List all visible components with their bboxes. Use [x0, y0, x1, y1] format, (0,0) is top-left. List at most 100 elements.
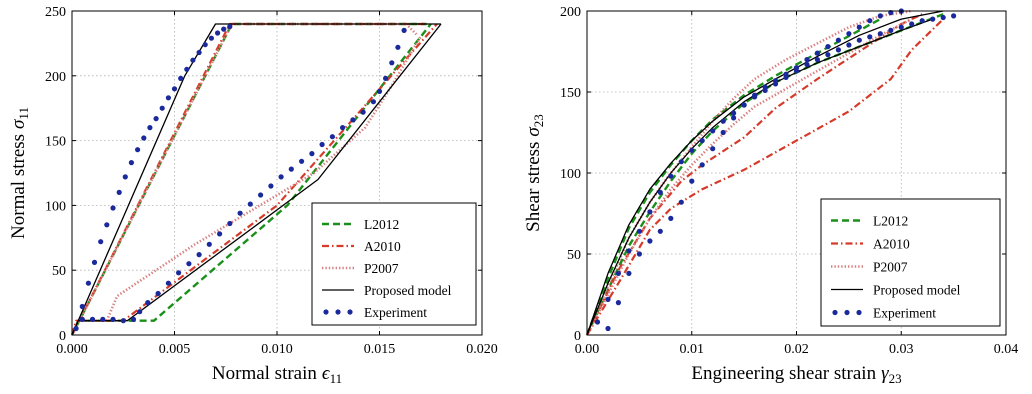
experiment-point	[196, 49, 202, 56]
y-axis-label: Shear stress σ23	[523, 114, 546, 232]
experiment-point	[130, 316, 137, 322]
experiment-point	[605, 325, 611, 332]
y-axis-label-text: Shear stress	[523, 142, 544, 232]
experiment-point	[594, 319, 601, 325]
legend: L2012 A2010 P2007 Proposed model Experiment	[311, 202, 477, 326]
legend-label-p2007: P2007	[364, 261, 399, 276]
experiment-point	[268, 183, 274, 189]
experiment-point	[720, 118, 726, 124]
x-axis-label-text: Normal strain	[212, 363, 318, 384]
y-axis-label-sub: 23	[531, 114, 546, 127]
experiment-point	[699, 162, 705, 168]
legend-label-p2007: P2007	[873, 260, 908, 275]
experiment-point	[288, 166, 294, 172]
experiment-point	[741, 102, 747, 108]
legend: L2012 A2010 P2007 Proposed model Experiment	[820, 198, 1001, 327]
experiment-point	[867, 18, 873, 24]
series-line-proposed-model	[586, 10, 944, 336]
experiment-point	[116, 189, 122, 195]
series-line-proposed-model	[71, 23, 441, 336]
legend-marker-experiment	[335, 309, 341, 315]
experiment-point	[178, 75, 184, 81]
y-tick-label: 100	[560, 167, 581, 182]
y-axis-label-symbol: σ	[523, 127, 544, 137]
x-tick-label: 0.00	[575, 342, 600, 357]
experiment-point	[888, 27, 894, 33]
x-axis-label-sub: 23	[889, 371, 902, 386]
experiment-point	[208, 35, 214, 41]
y-tick-label: 100	[45, 199, 66, 214]
experiment-point	[122, 174, 128, 180]
experiment-point	[110, 316, 116, 322]
x-tick-label: 0.03	[889, 342, 914, 357]
experiment-point	[299, 158, 305, 164]
experiment-point	[605, 296, 611, 302]
experiment-point	[141, 135, 147, 141]
y-tick-label: 150	[45, 135, 66, 150]
experiment-point	[309, 151, 315, 157]
experiment-point	[919, 18, 925, 24]
experiment-point	[626, 248, 632, 254]
experiment-point	[689, 147, 695, 153]
experiment-point	[258, 192, 264, 198]
y-tick-label: 150	[560, 86, 581, 101]
series-line-proposed-model	[586, 18, 933, 336]
experiment-point	[626, 270, 632, 276]
experiment-point	[184, 66, 190, 72]
experiment-point	[856, 37, 862, 43]
experiment-point	[401, 27, 407, 33]
experiment-point	[104, 222, 110, 228]
experiment-point	[762, 84, 768, 90]
legend-marker-experiment	[347, 309, 353, 315]
legend-label-a2010: A2010	[364, 239, 401, 254]
experiment-point	[79, 303, 85, 310]
experiment-point	[772, 78, 779, 84]
y-axis-label-sub: 11	[16, 107, 31, 120]
x-tick-label: 0.005	[159, 342, 191, 357]
series-layer	[70, 22, 442, 336]
experiment-point	[159, 105, 165, 111]
legend-label-proposed-model: Proposed model	[364, 283, 452, 298]
experiment-point	[657, 228, 663, 234]
experiment-point	[89, 316, 96, 322]
legend-label-proposed-model: Proposed model	[873, 283, 961, 298]
experiment-point	[176, 270, 182, 276]
experiment-point	[793, 65, 800, 71]
experiment-point	[98, 239, 104, 245]
experiment-point	[678, 159, 684, 165]
experiment-point	[720, 129, 726, 136]
experiment-point	[329, 134, 335, 140]
experiment-point	[370, 99, 376, 105]
x-axis-label: Engineering shear strain γ23	[691, 363, 901, 386]
legend-label-a2010: A2010	[873, 237, 910, 252]
experiment-point	[215, 30, 221, 36]
experiment-point	[710, 146, 716, 152]
experiment-point	[376, 88, 383, 94]
experiment-point	[752, 92, 758, 98]
legend-label-l2012: L2012	[364, 217, 399, 232]
experiment-point	[165, 95, 171, 101]
experiment-point	[731, 110, 737, 116]
x-axis-label-symbol: γ	[881, 363, 889, 384]
experiment-point	[110, 205, 116, 211]
legend-marker-experiment	[323, 309, 329, 315]
experiment-point	[825, 52, 831, 58]
y-tick-label: 200	[45, 70, 66, 85]
experiment-point	[825, 44, 831, 50]
experiment-point	[227, 220, 233, 227]
x-tick-label: 0.04	[994, 342, 1019, 357]
y-tick-label: 0	[59, 329, 66, 344]
experiment-point	[731, 115, 737, 121]
experiment-point	[383, 75, 389, 81]
experiment-point	[804, 61, 810, 68]
experiment-point	[135, 147, 141, 153]
tick-labels: 0.00 0.01 0.02 0.03 0.04 0 50 100 150 200	[560, 5, 1018, 357]
experiment-point	[237, 210, 243, 216]
experiment-point	[360, 109, 366, 115]
experiment-point	[137, 309, 143, 315]
experiment-point	[846, 42, 852, 48]
legend-box	[820, 198, 1001, 327]
experiment-point	[147, 125, 153, 131]
experiment-point	[668, 215, 674, 221]
